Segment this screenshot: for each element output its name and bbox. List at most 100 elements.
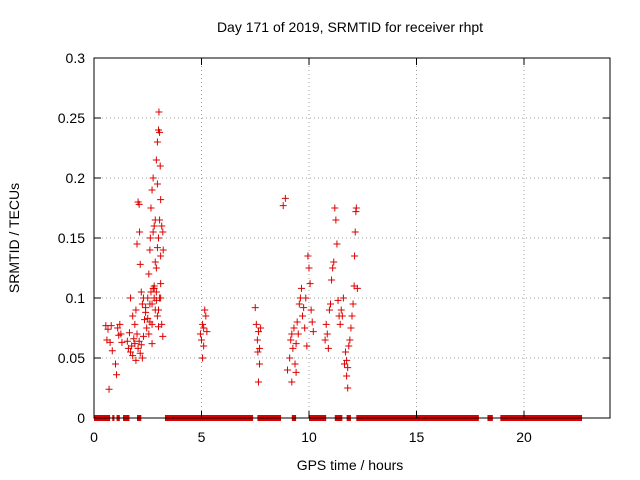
data-point — [343, 356, 351, 364]
axis-ticks — [93, 57, 610, 419]
data-point — [321, 336, 329, 344]
data-point — [147, 204, 155, 212]
y-tick-label: 0.05 — [58, 350, 85, 366]
data-point — [338, 312, 346, 320]
data-point — [342, 348, 350, 356]
data-point — [289, 344, 297, 352]
data-point — [200, 342, 208, 350]
y-axis-label: SRMTID / TECUs — [6, 183, 22, 293]
data-point — [135, 200, 143, 208]
data-point — [152, 156, 160, 164]
data-point — [136, 228, 144, 236]
data-point — [198, 336, 205, 344]
x-tick-label: 20 — [516, 429, 532, 445]
data-point — [281, 194, 289, 202]
data-point — [346, 336, 354, 344]
data-point — [352, 204, 360, 212]
data-point — [302, 294, 310, 302]
data-point — [322, 320, 330, 328]
y-tick-label: 0.3 — [66, 50, 86, 66]
data-point — [292, 340, 300, 348]
data-point — [153, 138, 161, 146]
data-point — [132, 356, 140, 364]
data-point — [136, 260, 144, 268]
data-point — [196, 330, 204, 338]
data-point — [343, 372, 351, 380]
data-point — [148, 340, 156, 348]
data-point — [299, 312, 307, 320]
data-point — [291, 360, 299, 368]
data-point — [339, 294, 347, 302]
x-tick-label: 15 — [409, 429, 425, 445]
data-point — [152, 264, 160, 272]
data-point — [130, 335, 138, 343]
data-point — [330, 258, 338, 266]
data-point — [251, 304, 259, 312]
data-point — [286, 354, 294, 362]
data-point — [153, 244, 161, 252]
y-tick-label: 0.2 — [66, 170, 86, 186]
data-point — [142, 304, 150, 312]
data-point — [201, 306, 209, 314]
data-point — [325, 306, 333, 314]
data-point — [123, 337, 131, 345]
data-point — [116, 320, 124, 328]
data-point — [137, 341, 145, 349]
data-point — [131, 320, 139, 328]
plot-frame — [93, 57, 611, 419]
data-point — [253, 336, 261, 344]
grid — [94, 58, 610, 418]
data-point — [106, 338, 114, 346]
data-point — [333, 240, 341, 248]
data-point — [306, 280, 314, 288]
data-point — [292, 368, 300, 376]
data-point — [323, 330, 331, 338]
tick-labels: 0 0.05 0.1 0.15 0.2 0.25 0.3 0 5 10 15 20 — [58, 50, 532, 445]
data-point — [347, 324, 355, 332]
data-point — [156, 128, 164, 136]
data-point — [146, 246, 154, 254]
y-tick-label: 0.1 — [66, 290, 86, 306]
data-point — [328, 276, 336, 284]
data-point — [344, 384, 352, 392]
data-point — [203, 328, 211, 336]
data-point — [334, 296, 342, 304]
data-point — [200, 324, 208, 332]
data-point — [288, 330, 296, 338]
data-point — [252, 320, 260, 328]
data-point — [159, 332, 167, 340]
data-point — [294, 330, 302, 338]
data-point — [129, 312, 137, 320]
data-point — [300, 304, 308, 312]
data-point — [107, 322, 115, 330]
x-axis-label: GPS time / hours — [297, 457, 404, 473]
data-point — [303, 342, 311, 350]
data-point — [254, 328, 262, 336]
data-point — [336, 320, 344, 328]
data-point — [353, 284, 361, 292]
data-point — [340, 360, 348, 368]
data-point — [138, 354, 146, 362]
data-point — [290, 324, 298, 332]
data-point — [135, 337, 143, 345]
data-point — [144, 294, 152, 302]
data-point — [156, 216, 164, 224]
data-point — [152, 288, 160, 296]
data-point — [304, 252, 312, 260]
data-point — [151, 258, 159, 266]
data-point — [159, 228, 167, 236]
data-point — [344, 364, 352, 372]
data-point — [329, 264, 337, 272]
data-point — [324, 344, 332, 352]
data-point — [146, 234, 154, 242]
data-point — [257, 324, 265, 332]
data-point — [332, 216, 340, 224]
data-point — [131, 340, 139, 348]
data-point — [139, 332, 147, 340]
data-point — [254, 348, 262, 356]
data-point — [150, 284, 158, 292]
data-point — [279, 202, 287, 210]
data-point — [132, 306, 140, 314]
data-point — [199, 320, 207, 328]
data-point — [149, 228, 157, 236]
